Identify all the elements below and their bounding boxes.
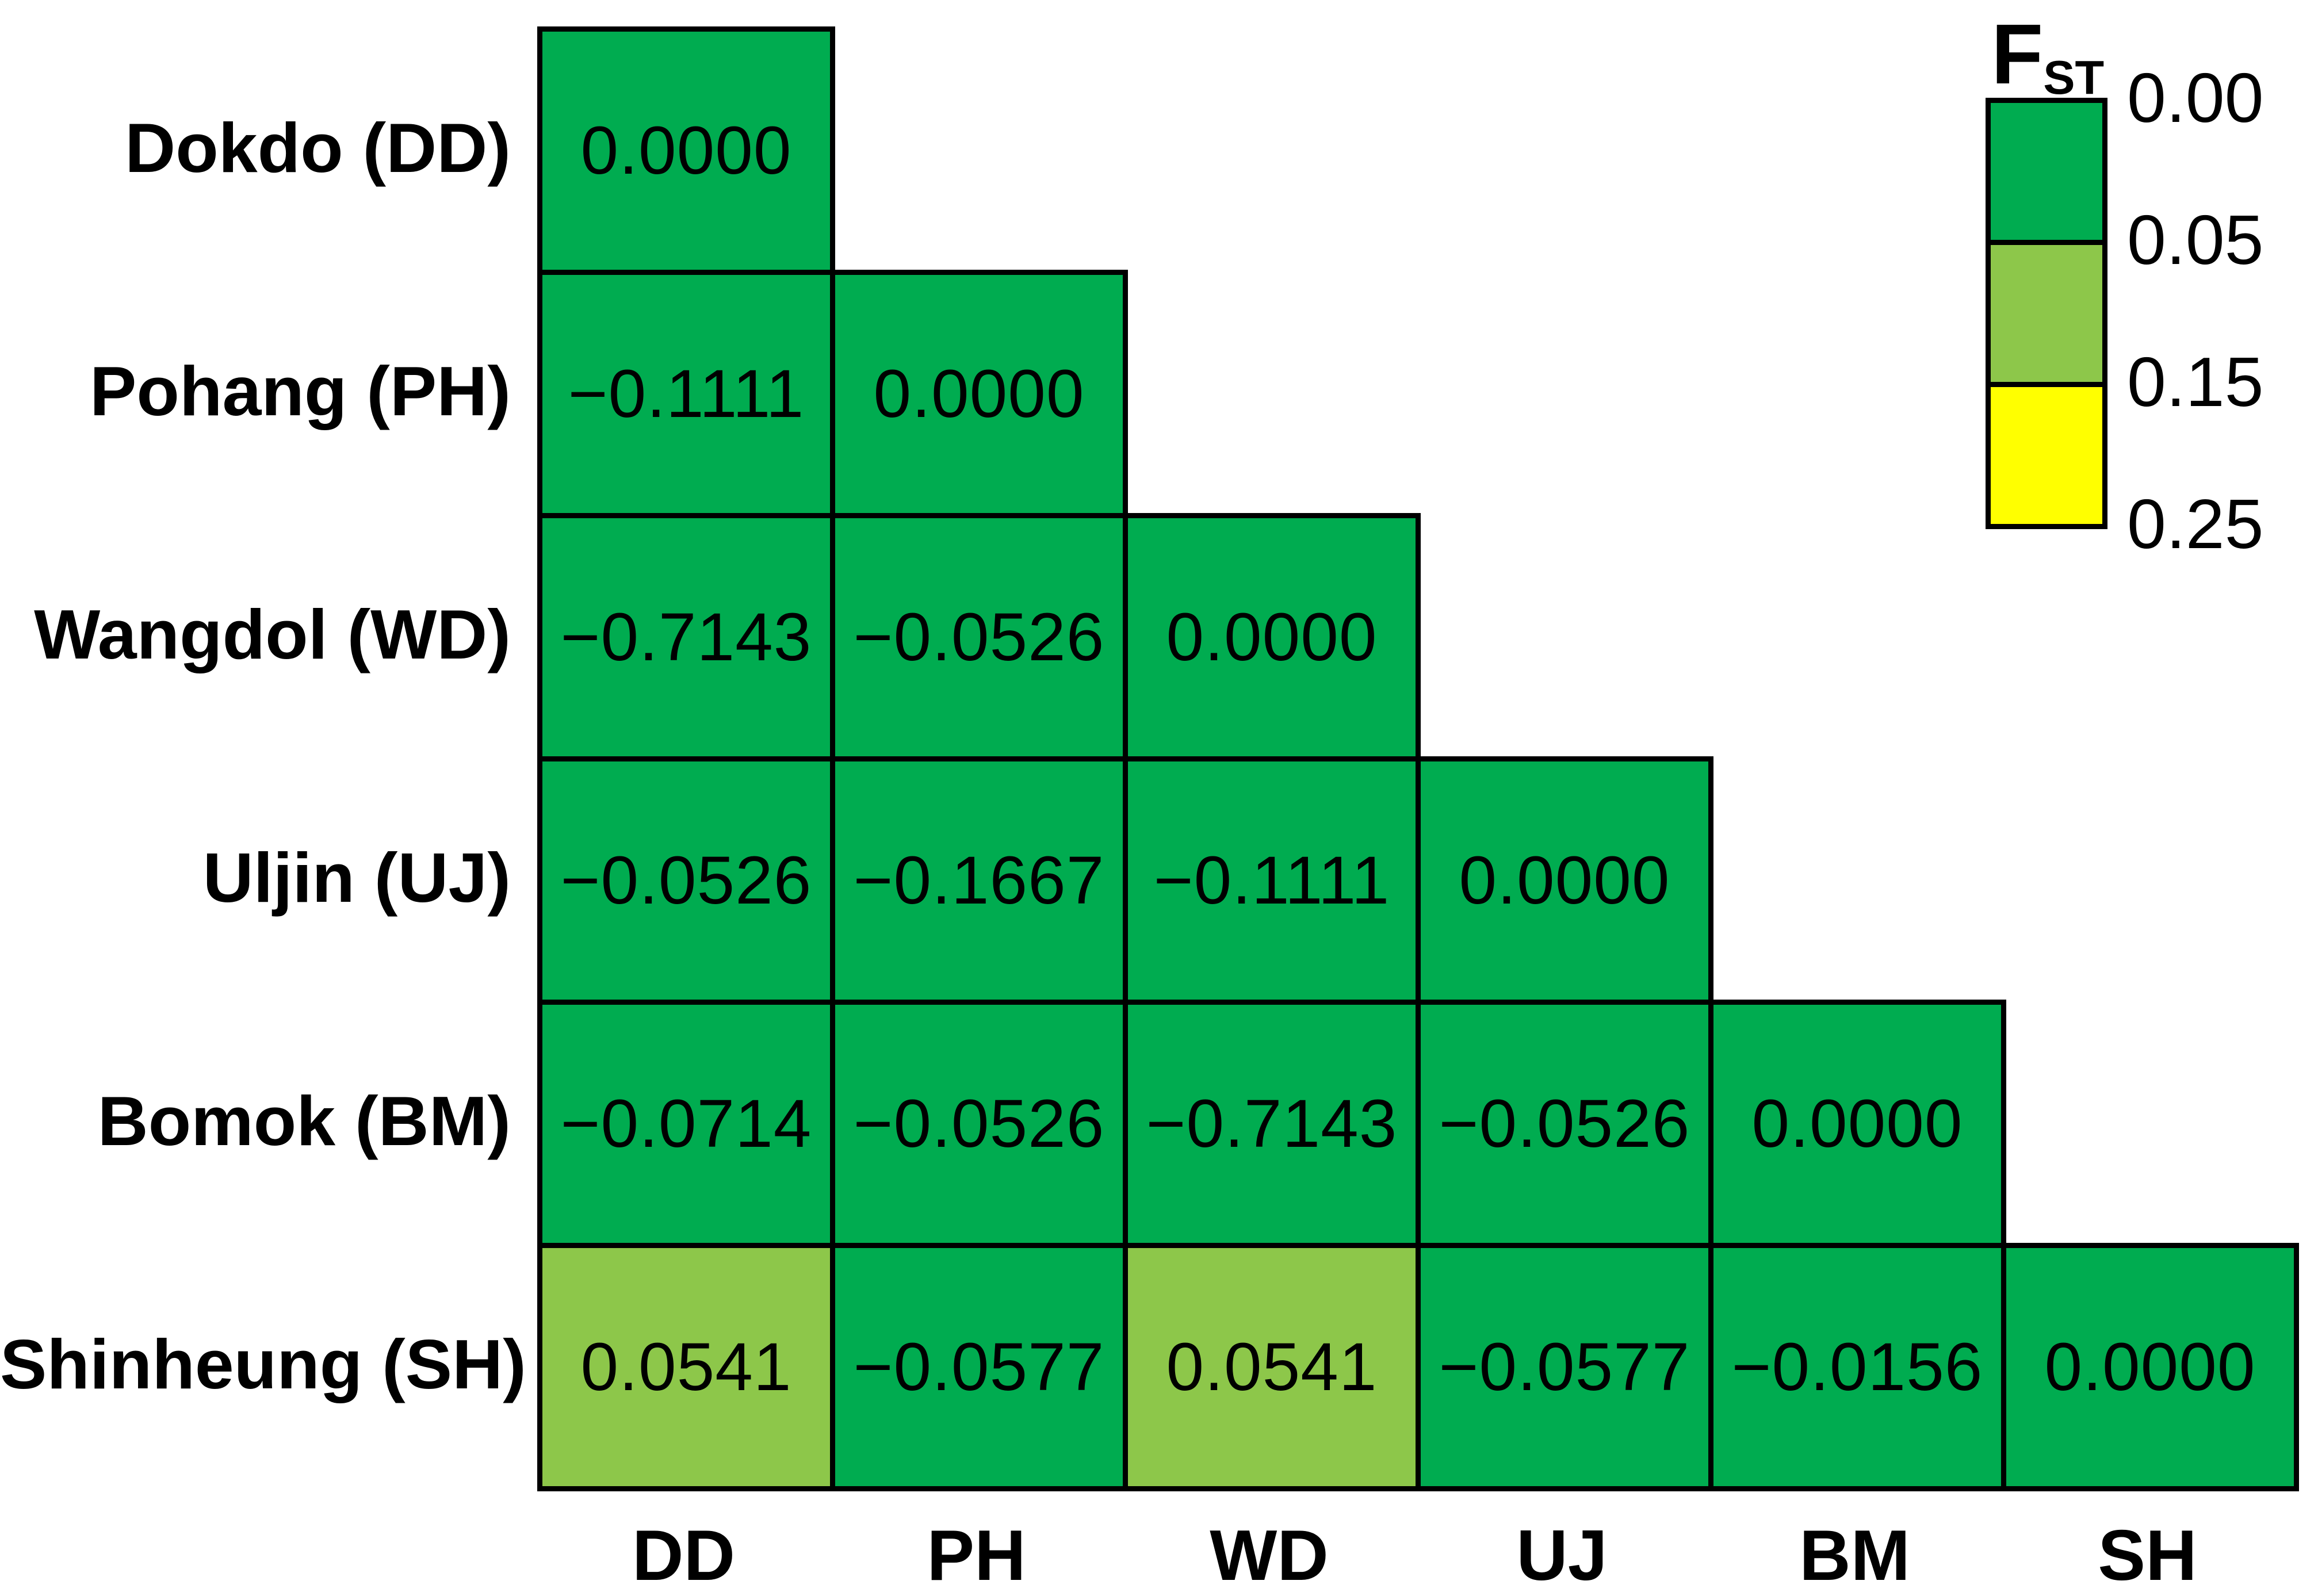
col-label-WD: WD [1210,1516,1329,1595]
matrix-cell-blank [1126,29,1418,273]
matrix-cell-PH-DD: −0.1111 [537,270,835,518]
matrix-cell-SH-SH: 0.0000 [2001,1243,2299,1491]
matrix-cell-UJ-WD: −0.1111 [1123,756,1421,1005]
col-label-PH: PH [927,1516,1026,1595]
fst-matrix: 0.0000 −0.1111 0.0000 −0.7143 −0.0526 0.0000−… [537,26,2299,1491]
legend-tick-0.25: 0.25 [2127,485,2264,563]
matrix-cell-WD-WD: 0.0000 [1123,513,1421,761]
matrix-cell-blank [1418,273,1711,516]
col-label-SH: SH [2098,1516,2197,1595]
matrix-cell-SH-DD: 0.0541 [537,1243,835,1491]
matrix-cell-PH-PH: 0.0000 [830,270,1128,518]
col-label-DD: DD [632,1516,736,1595]
matrix-cell-UJ-PH: −0.1667 [830,756,1128,1005]
matrix-cell-DD-DD: 0.0000 [537,26,835,275]
row-label-SH: Shinheung (SH) [0,1325,526,1403]
matrix-cell-blank [1418,516,1711,759]
matrix-cell-blank [2004,759,2297,1002]
matrix-row-UJ: −0.0526 −0.1667 −0.1111 0.0000 [537,756,2297,1005]
legend-tick-0.05: 0.05 [2127,201,2264,279]
row-label-UJ: Uljin (UJ) [202,839,511,917]
matrix-cell-BM-BM: 0.0000 [1708,1000,2006,1248]
matrix-row-WD: −0.7143 −0.0526 0.0000 [537,513,2297,761]
matrix-cell-blank [1711,29,2004,273]
matrix-cell-WD-PH: −0.0526 [830,513,1128,761]
matrix-cell-SH-WD: 0.0541 [1123,1243,1421,1491]
legend-title: FST [1973,6,2122,105]
legend-segment-2 [1991,382,2102,524]
matrix-cell-SH-BM: −0.0156 [1708,1243,2006,1491]
row-label-PH: Pohang (PH) [90,352,511,430]
matrix-cell-blank [1711,759,2004,1002]
matrix-row-BM: −0.0714 −0.0526 −0.7143 −0.0526 0.0000 [537,1000,2297,1248]
matrix-cell-blank [833,29,1126,273]
matrix-cell-UJ-UJ: 0.0000 [1416,756,1713,1005]
matrix-cell-blank [1711,273,2004,516]
matrix-cell-SH-PH: −0.0577 [830,1243,1128,1491]
matrix-cell-BM-UJ: −0.0526 [1416,1000,1713,1248]
matrix-cell-blank [1126,273,1418,516]
legend-tick-0.15: 0.15 [2127,343,2264,421]
matrix-cell-BM-DD: −0.0714 [537,1000,835,1248]
legend-segment-0 [1991,103,2102,240]
matrix-row-PH: −0.1111 0.0000 [537,270,2297,518]
matrix-cell-blank [1711,516,2004,759]
legend-tick-0.00: 0.00 [2127,59,2264,137]
matrix-cell-blank [1418,29,1711,273]
matrix-cell-blank [2004,1002,2297,1246]
legend-colorbar [1986,98,2107,529]
matrix-cell-BM-PH: −0.0526 [830,1000,1128,1248]
col-label-UJ: UJ [1516,1516,1608,1595]
matrix-cell-WD-DD: −0.7143 [537,513,835,761]
matrix-row-SH: 0.0541 −0.0577 0.0541 −0.0577 −0.0156 0.0000 [537,1243,2299,1491]
matrix-cell-SH-UJ: −0.0577 [1416,1243,1713,1491]
matrix-row-DD: 0.0000 [537,26,2297,275]
legend-title-main: F [1991,7,2044,102]
legend-segment-1 [1991,240,2102,382]
row-label-BM: Bomok (BM) [97,1082,511,1160]
row-label-WD: Wangdol (WD) [34,595,511,673]
row-label-DD: Dokdo (DD) [125,109,511,187]
col-label-BM: BM [1799,1516,1910,1595]
matrix-cell-UJ-DD: −0.0526 [537,756,835,1005]
legend-title-subscript: ST [2043,51,2105,105]
matrix-cell-BM-WD: −0.7143 [1123,1000,1421,1248]
